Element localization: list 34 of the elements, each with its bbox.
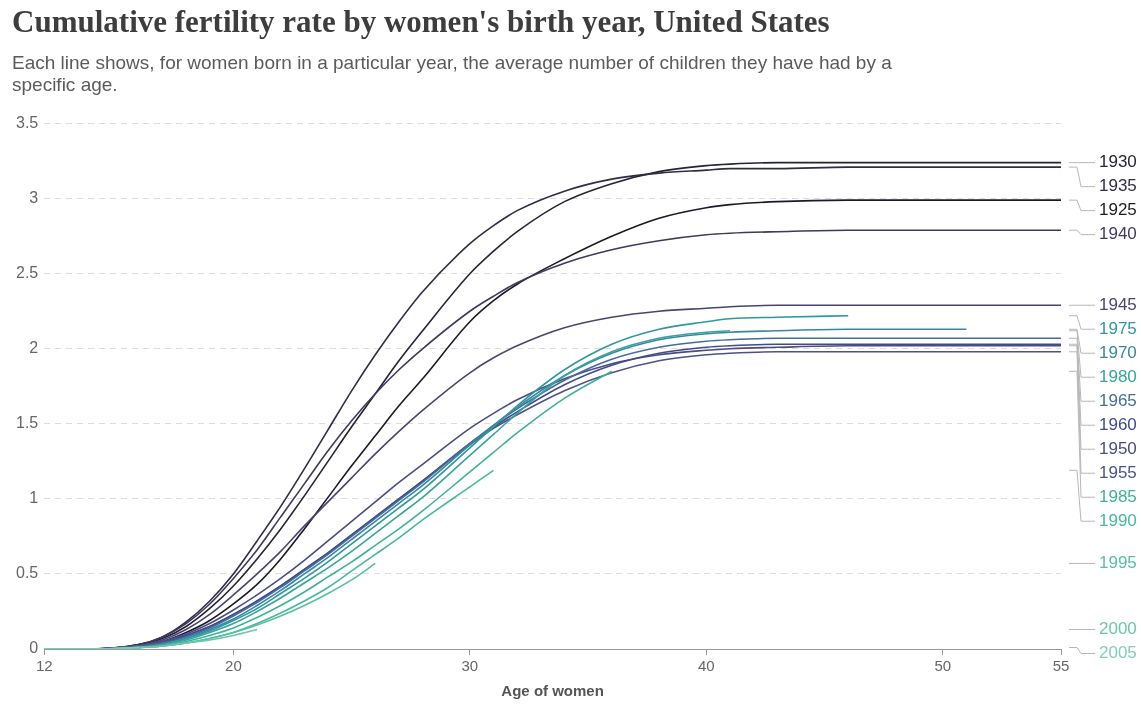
x-tick-label: 40 [697, 657, 715, 675]
text: 1960 [1099, 414, 1137, 434]
text: 1970 [1099, 342, 1137, 362]
x-tick-label: 12 [35, 657, 53, 675]
y-tick-label: 0 [29, 639, 39, 657]
text: 2005 [1099, 643, 1137, 663]
x-tick-label: 30 [461, 657, 479, 675]
chart-title: Cumulative fertility rate by women's birth year, United States [12, 4, 830, 40]
text: 1930 [1099, 152, 1137, 172]
text: 1925 [1099, 200, 1137, 220]
y-tick-label: 0.5 [15, 564, 39, 582]
text: 1955 [1099, 462, 1137, 482]
y-tick-label: 2 [29, 339, 39, 357]
y-tick-label: 3 [29, 189, 39, 207]
text: 1965 [1099, 390, 1137, 410]
x-tick-label: 55 [1052, 657, 1070, 675]
y-tick-label: 1 [29, 489, 39, 507]
text: 1980 [1099, 366, 1137, 386]
text: 1985 [1099, 486, 1137, 506]
y-tick-label: 2.5 [15, 264, 39, 282]
y-tick-label: 1.5 [15, 414, 39, 432]
text: 1995 [1099, 553, 1137, 573]
x-tick-label: 50 [934, 657, 952, 675]
chart-subtitle: Each line shows, for women born in a particular year, the average number of children they have had by a specific age. [12, 52, 893, 96]
text: 1935 [1099, 176, 1137, 196]
text: 1990 [1099, 510, 1137, 530]
x-tick-label: 20 [225, 657, 242, 675]
text: 1975 [1099, 318, 1137, 338]
text: 1945 [1099, 294, 1137, 314]
text: 1950 [1099, 438, 1137, 458]
text: 2000 [1099, 619, 1137, 639]
x-axis-title: Age of women [501, 682, 604, 700]
text: 1940 [1099, 224, 1137, 244]
y-tick-label: 3.5 [15, 114, 39, 132]
